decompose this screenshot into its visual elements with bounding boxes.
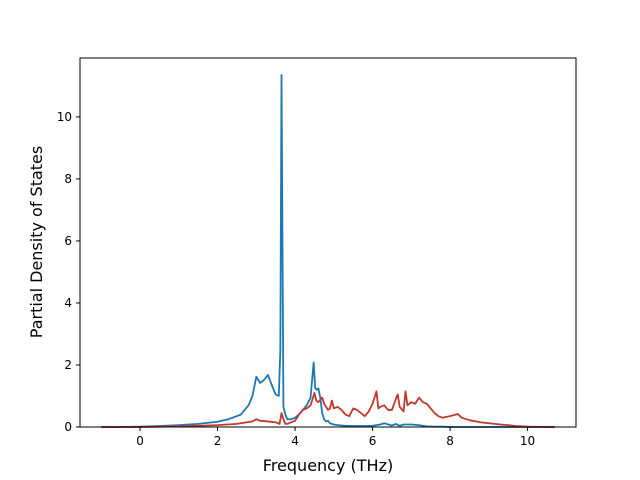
series-line-1	[101, 74, 555, 428]
x-tick-label: 8	[446, 434, 454, 448]
series-line-2	[101, 390, 555, 428]
y-tick-label: 10	[57, 110, 72, 124]
x-tick-label: 6	[369, 434, 377, 448]
y-tick-label: 2	[64, 358, 72, 372]
y-axis-ticks: 0 2 4 6 8 10	[57, 110, 80, 434]
y-tick-label: 0	[64, 420, 72, 434]
x-tick-label: 0	[136, 434, 144, 448]
x-tick-label: 10	[520, 434, 535, 448]
y-tick-label: 8	[64, 172, 72, 186]
x-axis-ticks: 0 2 4 6 8 10	[136, 427, 535, 448]
y-tick-label: 6	[64, 234, 72, 248]
y-axis-label: Partial Density of States	[27, 146, 46, 338]
x-tick-label: 4	[291, 434, 299, 448]
series-layer	[101, 74, 555, 428]
plot-frame	[79, 57, 577, 428]
x-axis-label: Frequency (THz)	[263, 456, 393, 475]
x-tick-label: 2	[214, 434, 222, 448]
y-tick-label: 4	[64, 296, 72, 310]
